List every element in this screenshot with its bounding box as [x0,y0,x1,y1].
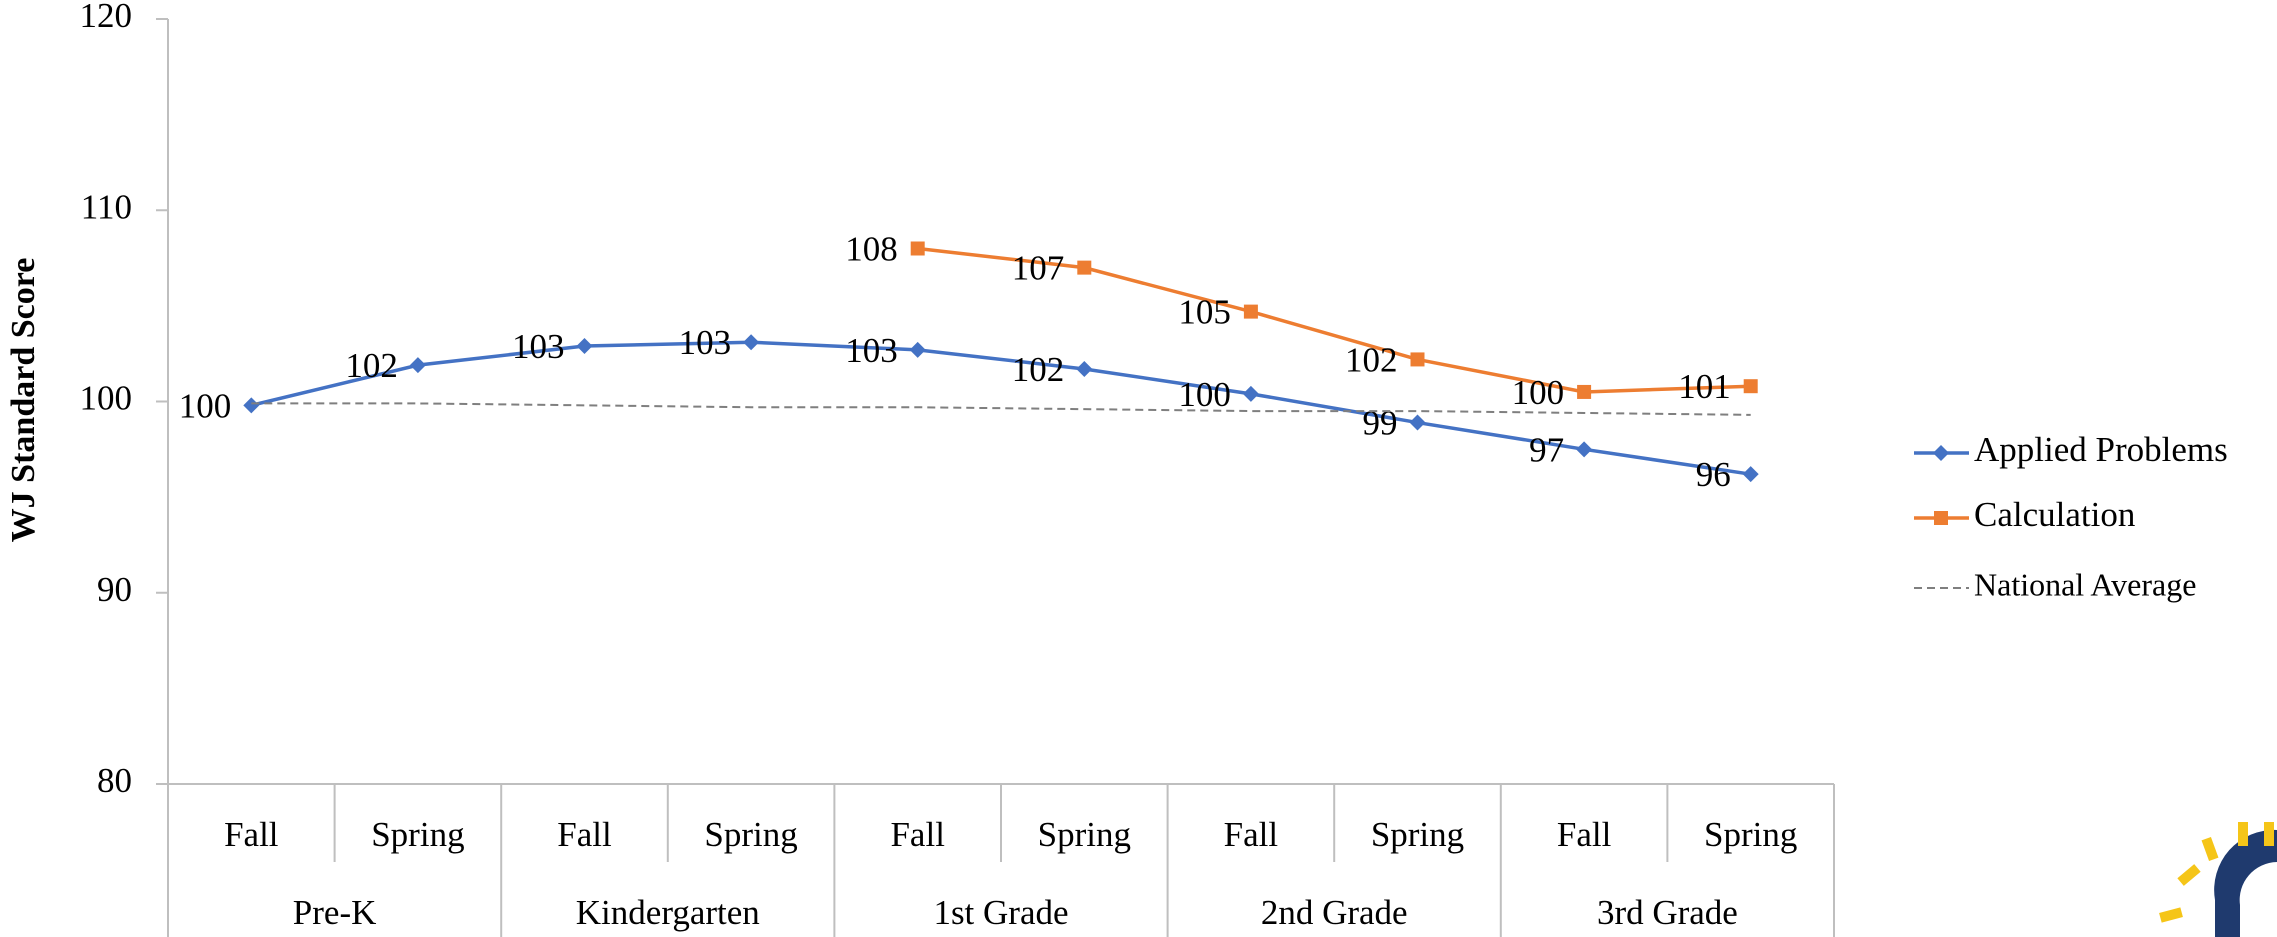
data-label: 105 [1178,293,1231,332]
group-label: 2nd Grade [1261,893,1408,932]
point [1742,466,1759,483]
y-axis-label: WJ Standard Score [5,258,42,543]
data-label: 102 [1012,350,1065,389]
point [243,397,260,414]
logo [2159,822,2277,937]
point [576,338,593,355]
point [1577,384,1592,399]
point [910,241,925,256]
data-label: 102 [345,346,398,385]
point [743,334,760,351]
point [1410,352,1425,367]
point [909,341,926,358]
data-label: 103 [679,323,732,362]
data-label: 101 [1678,367,1731,406]
data-label: 100 [1178,375,1231,414]
data-label: 103 [845,331,898,370]
y-tick-label: 100 [80,379,133,418]
point [1576,441,1593,458]
x-tick-label: Fall [1557,815,1612,854]
y-tick-label: 80 [97,761,132,800]
data-label: 103 [512,327,565,366]
x-tick-label: Fall [224,815,279,854]
point [1242,385,1259,402]
x-tick-label: Spring [1371,815,1464,854]
x-tick-label: Fall [557,815,612,854]
legend-label: Calculation [1974,495,2135,534]
data-label: 99 [1363,404,1398,443]
y-tick-label: 90 [97,570,132,609]
x-tick-label: Spring [1038,815,1131,854]
point [1076,360,1093,377]
legend-label: National Average [1974,566,2196,602]
point [1077,260,1092,275]
legend-marker [1933,445,1949,461]
data-label: 100 [1512,373,1565,412]
data-label: 97 [1529,430,1564,469]
group-label: Kindergarten [576,893,760,932]
data-label: 107 [1012,249,1065,288]
y-tick-label: 120 [80,0,133,35]
group-label: 3rd Grade [1597,893,1738,932]
data-label: 100 [179,386,232,425]
point [1743,379,1758,394]
x-tick-label: Fall [1224,815,1279,854]
x-tick-label: Spring [371,815,464,854]
x-tick-label: Spring [1704,815,1797,854]
y-tick-label: 110 [81,187,132,226]
data-label: 96 [1696,455,1731,494]
group-label: 1st Grade [933,893,1068,932]
series-line [251,402,1751,416]
x-tick-label: Spring [704,815,797,854]
series-line [250,340,1751,476]
legend-marker [1934,511,1948,525]
x-tick-label: Fall [890,815,945,854]
data-label: 102 [1345,340,1398,379]
data-label: 108 [845,230,898,269]
point [1243,304,1258,319]
point [1409,414,1426,431]
legend-label: Applied Problems [1974,430,2228,469]
group-label: Pre-K [293,893,377,932]
series-line [917,246,1751,394]
point [409,357,426,374]
